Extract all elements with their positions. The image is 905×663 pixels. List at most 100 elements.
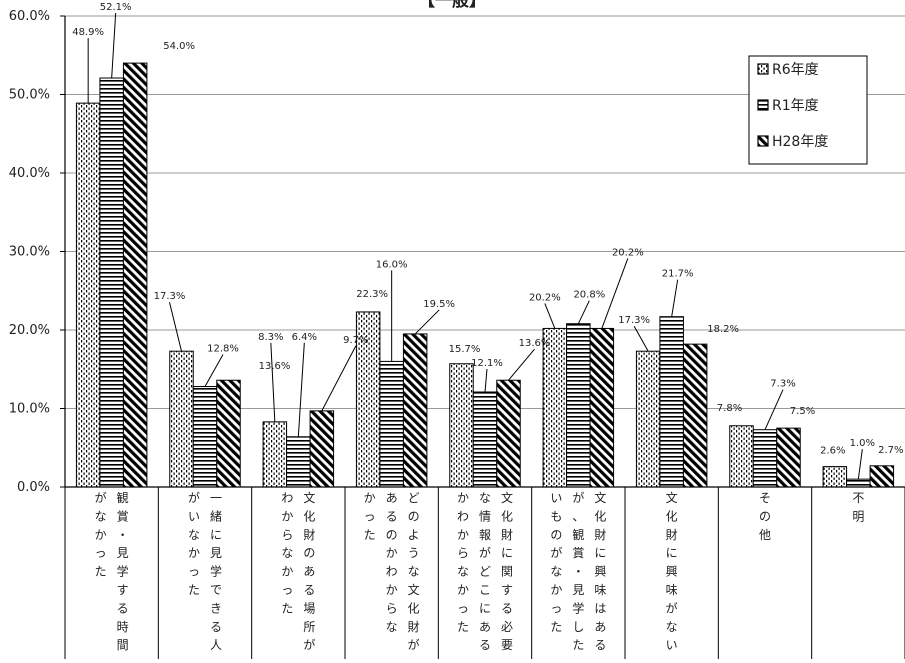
category-char: 観 — [117, 491, 129, 505]
category-char: 緒 — [210, 508, 222, 523]
category-char: 、 — [572, 509, 584, 523]
category-char: ど — [408, 491, 420, 505]
category-char: 興 — [594, 565, 606, 579]
bar-H28年度-8 — [776, 427, 801, 488]
category-char: の — [386, 528, 398, 542]
category-char: な — [550, 565, 562, 579]
label-leader — [671, 279, 679, 317]
label-leader — [764, 389, 784, 430]
category-char: っ — [364, 509, 376, 523]
category-char: か — [550, 583, 562, 597]
bar-R6年度-2 — [169, 350, 194, 488]
label-leader — [544, 303, 556, 329]
legend: R6年度 R1年度 H28年度 — [748, 55, 868, 165]
category-char: わ — [386, 565, 398, 579]
category-char: か — [386, 546, 398, 560]
category-char: が — [95, 490, 107, 505]
category-char: か — [457, 491, 469, 505]
bar-R1年度-9 — [846, 478, 871, 488]
category-char: る — [479, 638, 491, 652]
y-tick-label: 20.0% — [9, 323, 50, 338]
bars — [75, 62, 895, 488]
category-char: 味 — [594, 583, 606, 597]
data-label: 17.3% — [618, 315, 650, 326]
category-char: 文 — [501, 490, 513, 505]
legend-label: R6年度 — [772, 62, 819, 78]
category-char: わ — [457, 509, 469, 523]
data-label: 13.6% — [519, 338, 551, 349]
category-char: 文 — [594, 490, 606, 505]
bar-R6年度-5 — [449, 363, 474, 488]
data-label: 12.1% — [471, 358, 503, 369]
bar-H28年度-1 — [122, 62, 148, 488]
data-label: 7.5% — [790, 406, 815, 417]
bar-R6年度-1 — [75, 102, 101, 488]
y-tick-label: 0.0% — [17, 480, 50, 495]
y-tick-label: 50.0% — [9, 88, 50, 103]
data-label: 19.5% — [423, 299, 455, 310]
category-char: た — [550, 620, 562, 634]
bar-R1年度-3 — [286, 436, 311, 488]
label-leader — [270, 342, 276, 422]
data-label: 20.2% — [612, 247, 644, 258]
category-char: ど — [479, 565, 491, 579]
category-char: 文 — [666, 490, 678, 505]
category-char: 文 — [408, 582, 420, 597]
category-char: 見 — [117, 546, 129, 560]
category-char: が — [572, 490, 584, 505]
category-char: た — [281, 601, 293, 615]
category-char: が — [550, 545, 562, 560]
category-char: は — [594, 601, 606, 615]
category-char: 学 — [210, 564, 222, 579]
category-char: に — [594, 546, 606, 560]
bar-H28年度-5 — [496, 379, 521, 488]
label-leader — [633, 325, 649, 352]
bar-R1年度-5 — [472, 391, 498, 488]
category-char: 関 — [501, 565, 513, 579]
category-char: っ — [550, 601, 562, 615]
category-char: の — [408, 509, 420, 523]
category-char: ・ — [572, 565, 584, 579]
category-char: 学 — [572, 600, 584, 615]
data-label: 12.8% — [207, 344, 239, 355]
chart-title: 【一般】 — [418, 0, 486, 11]
label-leader — [169, 302, 182, 352]
category-char: か — [281, 565, 293, 579]
category-char: あ — [479, 620, 491, 634]
category-char: な — [479, 491, 491, 505]
category-char: る — [210, 620, 222, 634]
category-char: 人 — [210, 638, 222, 652]
data-label: 18.2% — [707, 324, 739, 335]
category-char: 賞 — [117, 509, 129, 523]
category-char: あ — [594, 620, 606, 634]
category-char: 化 — [303, 509, 315, 523]
category-char: 時 — [117, 620, 129, 634]
bar-R1年度-1 — [99, 77, 124, 488]
category-char: い — [666, 638, 678, 652]
data-label: 1.0% — [850, 438, 875, 449]
y-tick-label: 10.0% — [9, 402, 50, 417]
category-char: な — [95, 509, 107, 523]
y-axis-ticks: 0.0% 10.0% 20.0% 30.0% 40.0% 50.0% 60.0% — [9, 9, 50, 495]
category-char: っ — [281, 583, 293, 597]
category-char: 情 — [479, 509, 491, 523]
category-char: が — [666, 600, 678, 615]
category-char: 見 — [210, 546, 222, 560]
category-char: 学 — [117, 564, 129, 579]
category-char: た — [364, 528, 376, 542]
category-char: 要 — [501, 638, 513, 652]
category-char: も — [550, 509, 562, 523]
legend-label: H28年度 — [772, 134, 828, 150]
category-char: な — [386, 620, 398, 634]
bar-R1年度-4 — [379, 360, 404, 488]
category-char: な — [281, 546, 293, 560]
category-char: か — [386, 583, 398, 597]
category-char: ・ — [117, 528, 129, 542]
category-char: で — [210, 583, 222, 597]
label-leader — [321, 345, 357, 412]
category-char: た — [572, 638, 584, 652]
category-char: 味 — [666, 583, 678, 597]
data-label: 2.7% — [878, 445, 903, 456]
label-leader — [857, 449, 863, 480]
